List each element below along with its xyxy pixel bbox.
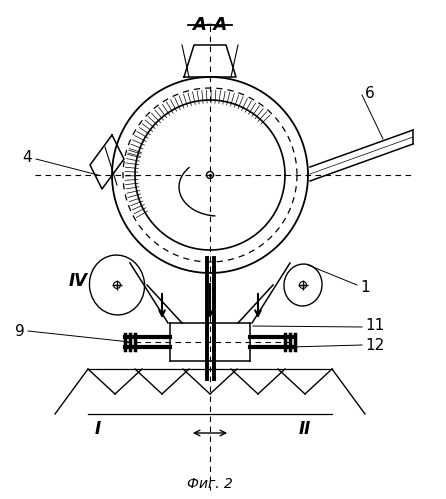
Text: 9: 9 [15, 323, 25, 338]
Text: IV: IV [69, 272, 87, 290]
Text: А-А: А-А [192, 16, 227, 34]
Text: 4: 4 [22, 150, 32, 165]
Text: II: II [299, 420, 311, 438]
Text: 12: 12 [365, 337, 384, 352]
Text: Фиг. 2: Фиг. 2 [187, 477, 233, 491]
Text: 6: 6 [365, 85, 375, 100]
Text: 1: 1 [360, 279, 370, 294]
Text: I: I [95, 420, 101, 438]
Text: 11: 11 [365, 317, 384, 332]
